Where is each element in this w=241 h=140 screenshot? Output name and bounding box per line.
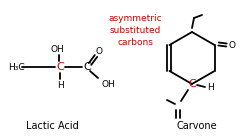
- Text: H: H: [208, 82, 214, 92]
- Text: OH: OH: [50, 45, 64, 53]
- Text: C: C: [188, 79, 196, 89]
- Text: O: O: [228, 40, 235, 50]
- Text: H: H: [57, 80, 63, 89]
- Text: O: O: [95, 46, 102, 55]
- Text: H₃C: H₃C: [8, 62, 25, 72]
- Text: C: C: [56, 62, 64, 72]
- Text: Lactic Acid: Lactic Acid: [26, 121, 78, 131]
- Text: substituted: substituted: [109, 25, 161, 34]
- Text: asymmetric: asymmetric: [108, 13, 162, 23]
- Text: C: C: [83, 62, 91, 72]
- Text: carbons: carbons: [117, 38, 153, 46]
- Text: Carvone: Carvone: [177, 121, 217, 131]
- Text: OH: OH: [101, 80, 115, 88]
